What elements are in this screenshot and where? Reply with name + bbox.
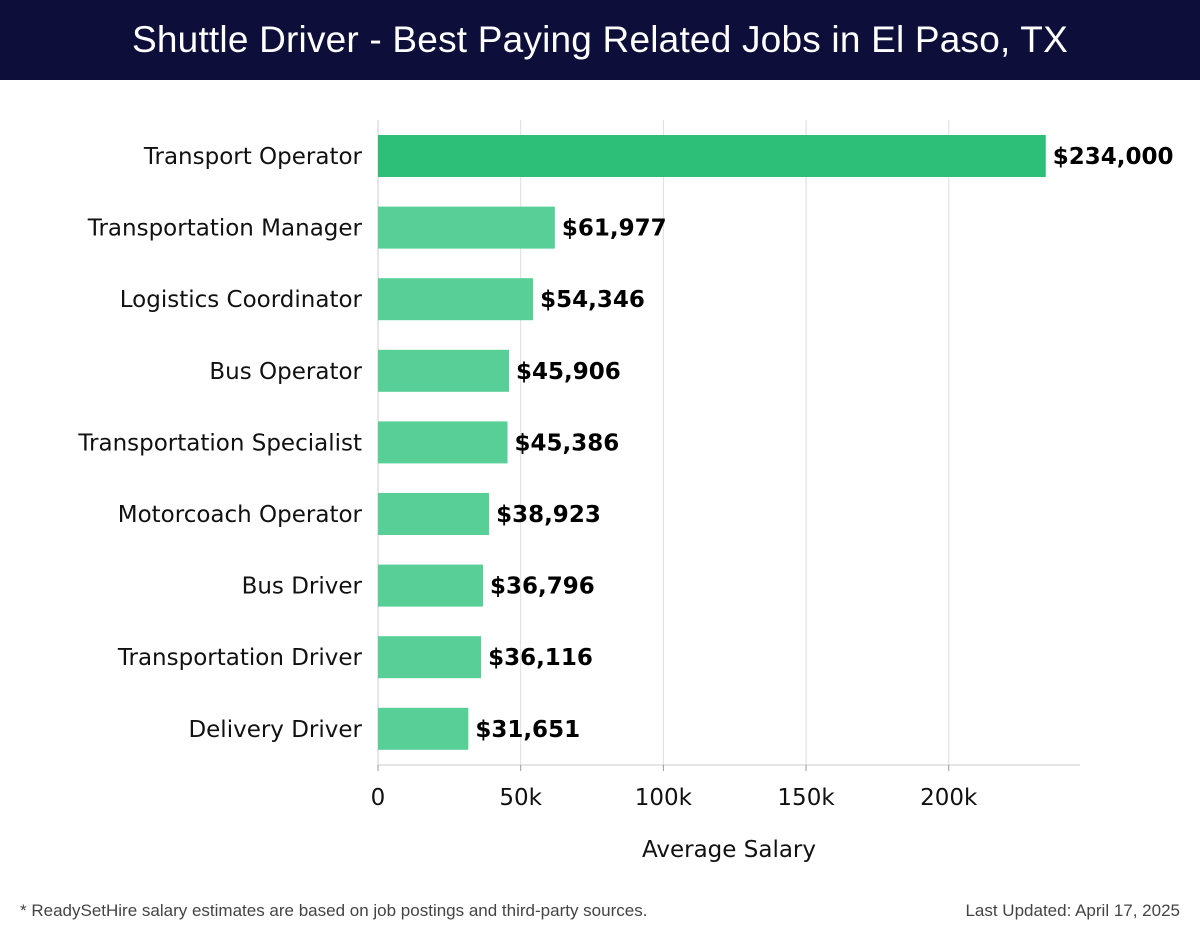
bar	[378, 493, 490, 535]
value-label: $31,651	[475, 717, 580, 743]
footnote: * ReadySetHire salary estimates are base…	[20, 901, 648, 920]
category-label: Bus Operator	[209, 359, 362, 385]
bar-chart: 0 50k 100k 150k 200k Average Salary Transport …	[77, 120, 1174, 863]
bar	[378, 421, 508, 464]
value-label: $38,923	[496, 502, 601, 528]
bar	[378, 206, 555, 249]
last-updated: Last Updated: April 17, 2025	[965, 901, 1180, 920]
x-tick-label: 0	[371, 785, 386, 811]
x-tick-label: 200k	[920, 785, 978, 811]
value-label: $45,386	[515, 430, 620, 456]
category-label: Transportation Manager	[87, 216, 363, 242]
x-axis-title: Average Salary	[642, 837, 816, 863]
x-tick-label: 100k	[635, 785, 693, 811]
value-label: $45,906	[516, 359, 621, 385]
bar	[378, 564, 484, 607]
x-tick-label: 50k	[499, 785, 542, 811]
category-label: Transportation Specialist	[77, 430, 362, 456]
category-label: Delivery Driver	[188, 717, 362, 743]
category-label: Transport Operator	[143, 144, 363, 170]
value-label: $36,116	[488, 645, 593, 671]
bar	[378, 707, 469, 750]
category-label: Logistics Coordinator	[120, 287, 363, 313]
bar	[378, 349, 510, 392]
chart-title: Shuttle Driver - Best Paying Related Job…	[0, 0, 1200, 80]
value-label: $234,000	[1053, 144, 1174, 170]
bar	[378, 636, 482, 679]
value-label: $61,977	[562, 216, 667, 242]
category-label: Motorcoach Operator	[118, 502, 363, 528]
x-tick-label: 150k	[777, 785, 835, 811]
value-label: $54,346	[540, 287, 645, 313]
bar	[378, 135, 1046, 177]
category-label: Transportation Driver	[117, 645, 363, 671]
bar	[378, 278, 534, 321]
category-label: Bus Driver	[242, 574, 363, 600]
value-label: $36,796	[490, 574, 595, 600]
